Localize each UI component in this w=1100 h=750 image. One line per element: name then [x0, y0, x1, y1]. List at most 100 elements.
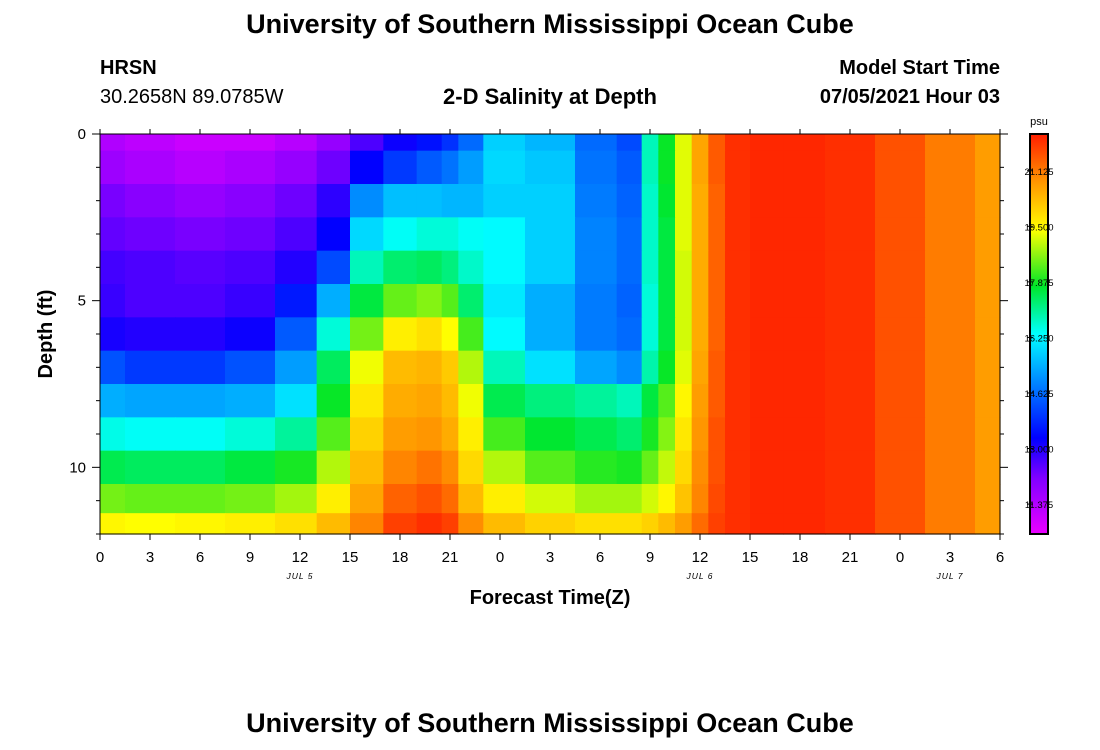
heatmap-cell: [350, 317, 384, 352]
heatmap-cell: [316, 184, 351, 218]
heatmap-cell: [725, 150, 751, 185]
heatmap-cell: [975, 184, 1001, 218]
x-tick-label: 18: [392, 549, 409, 566]
heatmap-cell: [175, 350, 226, 385]
heatmap-cell: [275, 384, 318, 418]
heatmap-cell: [708, 317, 726, 352]
heatmap-cell: [350, 284, 384, 318]
heatmap-cell: [316, 134, 351, 152]
heatmap-cell: [675, 284, 693, 318]
heatmap-cell: [975, 284, 1001, 318]
date-label: JUL 6: [685, 571, 713, 581]
heatmap-cell: [616, 134, 643, 152]
heatmap-cell: [383, 350, 418, 385]
heatmap-cell: [225, 184, 276, 218]
heatmap-cell: [925, 417, 976, 452]
heatmap-cell: [825, 417, 876, 452]
heatmap-cell: [750, 450, 784, 485]
heatmap-cell: [175, 317, 226, 352]
x-tick-label: 21: [842, 549, 859, 566]
heatmap-cell: [825, 184, 876, 218]
heatmap-cell: [708, 217, 726, 252]
x-tick-label: 15: [742, 549, 759, 566]
heatmap-cell: [975, 513, 1001, 535]
heatmap-cell: [783, 484, 826, 514]
heatmap-cell: [575, 150, 618, 185]
heatmap-cell: [750, 217, 784, 252]
heatmap-cell: [750, 134, 784, 152]
heatmap-cell: [125, 384, 176, 418]
heatmap-cell: [225, 513, 276, 535]
heatmap-cell: [658, 150, 676, 185]
x-tick-label: 21: [442, 549, 459, 566]
x-tick-label: 6: [196, 549, 204, 566]
heatmap-cell: [575, 350, 618, 385]
heatmap-cell: [750, 184, 784, 218]
heatmap-cell: [125, 184, 176, 218]
y-tick-label: 10: [69, 459, 86, 476]
heatmap-cell: [350, 134, 384, 152]
heatmap-cell: [658, 384, 676, 418]
heatmap-cell: [483, 250, 526, 285]
heatmap-cell: [441, 317, 459, 352]
heatmap-cell: [350, 184, 384, 218]
heatmap-cell: [175, 450, 226, 485]
heatmap-cell: [675, 150, 693, 185]
heatmap-cell: [483, 150, 526, 185]
heatmap-cell: [675, 384, 693, 418]
heatmap-cell: [691, 513, 709, 535]
heatmap-cell: [483, 284, 526, 318]
heatmap-cell: [725, 384, 751, 418]
x-tick-label: 9: [246, 549, 254, 566]
date-label: JUL 7: [935, 571, 963, 581]
heatmap-cell: [708, 450, 726, 485]
heatmap-cell: [525, 284, 576, 318]
heatmap-cell: [616, 450, 643, 485]
heatmap-cell: [125, 250, 176, 285]
station-name: HRSN: [100, 57, 157, 79]
heatmap-cell: [925, 317, 976, 352]
heatmap-cell: [100, 150, 126, 185]
heatmap-cell: [316, 513, 351, 535]
heatmap-cell: [691, 450, 709, 485]
heatmap-cell: [416, 384, 443, 418]
heatmap-cell: [725, 134, 751, 152]
heatmap-cell: [641, 250, 659, 285]
heatmap-cell: [658, 184, 676, 218]
heatmap-cell: [691, 350, 709, 385]
heatmap-cell: [616, 284, 643, 318]
heatmap-cell: [575, 484, 618, 514]
heatmap-cell: [416, 417, 443, 452]
heatmap-cell: [441, 384, 459, 418]
heatmap-cell: [925, 184, 976, 218]
footer-title: University of Southern Mississippi Ocean…: [246, 708, 854, 738]
heatmap-cell: [383, 484, 418, 514]
y-tick-label: 5: [78, 293, 86, 310]
heatmap-cell: [875, 384, 926, 418]
heatmap-cell: [175, 384, 226, 418]
x-tick-label: 3: [946, 549, 954, 566]
heatmap-cell: [350, 484, 384, 514]
heatmap-cell: [383, 184, 418, 218]
heatmap-cell: [750, 484, 784, 514]
heatmap-cell: [383, 417, 418, 452]
date-label: JUL 5: [285, 571, 313, 581]
heatmap-cell: [100, 217, 126, 252]
heatmap-cell: [125, 317, 176, 352]
heatmap-cell: [975, 134, 1001, 152]
heatmap-cell: [175, 217, 226, 252]
heatmap-cell: [525, 450, 576, 485]
heatmap-cells: [100, 134, 1001, 535]
heatmap-cell: [641, 134, 659, 152]
heatmap-cell: [783, 250, 826, 285]
heatmap-cell: [925, 250, 976, 285]
heatmap-cell: [458, 250, 484, 285]
heatmap-cell: [725, 417, 751, 452]
heatmap-cell: [225, 134, 276, 152]
heatmap-cell: [275, 150, 318, 185]
heatmap-cell: [100, 484, 126, 514]
x-tick-label: 15: [342, 549, 359, 566]
heatmap-cell: [708, 417, 726, 452]
heatmap-cell: [225, 150, 276, 185]
heatmap-cell: [925, 284, 976, 318]
